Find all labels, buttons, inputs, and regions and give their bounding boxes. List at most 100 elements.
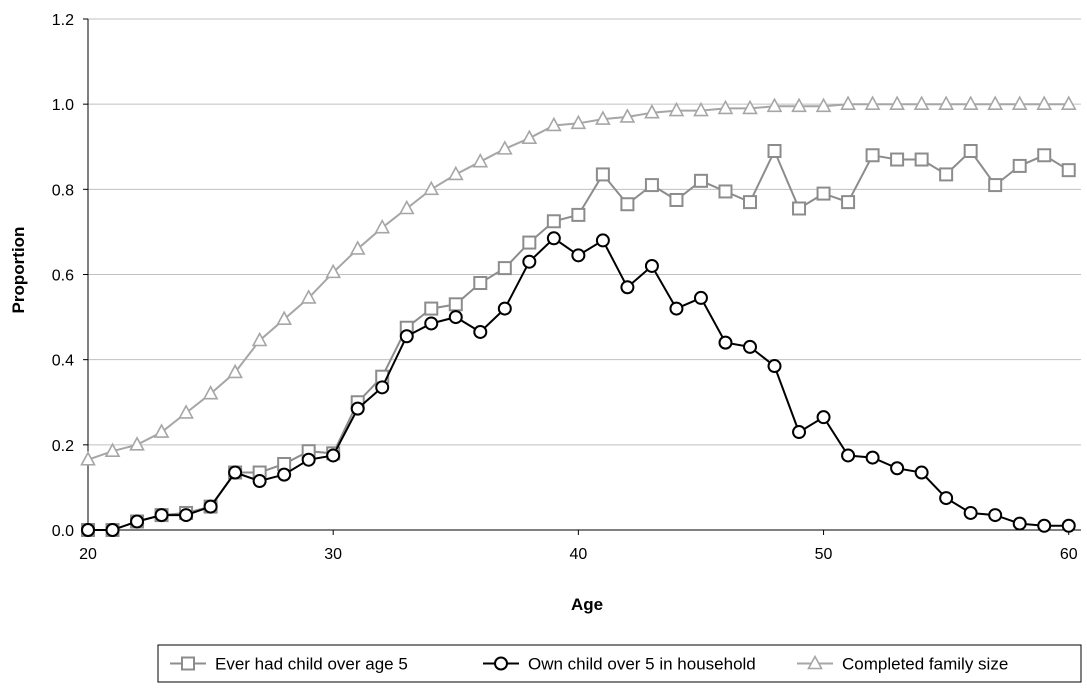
- data-point: [350, 401, 365, 416]
- x-tick-label: 30: [324, 546, 342, 563]
- data-point: [300, 289, 317, 304]
- data-point: [179, 508, 194, 523]
- y-axis-title: Proportion: [9, 227, 28, 314]
- data-point: [1060, 95, 1077, 110]
- data-point: [693, 101, 709, 117]
- legend-label: Ever had child over age 5: [215, 655, 408, 674]
- y-tick-label: 0.4: [52, 353, 74, 370]
- data-point: [473, 276, 488, 291]
- data-point: [644, 104, 660, 119]
- y-tick-label: 0.8: [52, 182, 74, 199]
- data-point: [1012, 158, 1027, 173]
- data-point: [497, 261, 512, 276]
- data-point: [326, 448, 341, 463]
- data-point: [349, 240, 366, 255]
- data-point: [939, 167, 954, 182]
- series-circle: [81, 231, 1076, 537]
- data-point: [743, 339, 757, 354]
- legend: Ever had child over age 5 Own child over …: [157, 644, 1082, 683]
- data-point: [767, 144, 782, 159]
- data-point: [766, 97, 783, 113]
- grid-lines: [88, 18, 1081, 446]
- legend-item: Ever had child over age 5: [170, 655, 408, 674]
- data-point: [178, 404, 194, 419]
- data-point: [815, 97, 832, 113]
- data-point: [522, 254, 537, 269]
- data-point: [496, 140, 513, 155]
- data-point: [595, 167, 610, 182]
- data-point: [398, 199, 415, 215]
- data-point: [399, 329, 414, 344]
- data-point: [743, 195, 757, 210]
- y-tick-label: 1.0: [52, 97, 74, 114]
- data-point: [472, 152, 489, 168]
- data-point: [988, 178, 1003, 193]
- data-point: [865, 450, 880, 465]
- legend-item: Own child over 5 in household: [483, 655, 756, 674]
- legend-label: Completed family size: [842, 655, 1008, 674]
- data-point: [424, 301, 439, 316]
- data-point: [963, 505, 978, 520]
- data-point: [792, 425, 807, 440]
- data-point: [1037, 518, 1052, 533]
- data-point: [129, 436, 145, 451]
- data-point: [718, 335, 733, 350]
- data-point: [154, 508, 169, 523]
- data-point: [840, 95, 856, 110]
- data-point: [644, 178, 659, 193]
- data-point: [619, 108, 636, 123]
- data-point: [669, 301, 684, 316]
- data-point: [301, 452, 316, 467]
- data-point: [1012, 516, 1027, 531]
- data-point: [1036, 95, 1053, 110]
- data-point: [81, 523, 95, 537]
- data-point: [644, 258, 659, 273]
- data-point: [939, 491, 954, 506]
- series-lines: [80, 95, 1077, 537]
- data-point: [841, 448, 856, 463]
- data-point: [546, 116, 562, 132]
- data-point: [620, 280, 635, 295]
- data-point: [890, 461, 905, 476]
- data-point: [497, 301, 512, 316]
- data-point: [570, 114, 587, 130]
- data-point: [693, 290, 708, 305]
- x-tick-label: 20: [79, 546, 97, 563]
- data-point: [889, 95, 905, 110]
- data-point: [521, 129, 538, 145]
- legend-marker: [181, 656, 195, 671]
- data-point: [718, 184, 733, 199]
- legend-label: Own child over 5 in household: [528, 655, 756, 674]
- data-point: [202, 385, 219, 400]
- y-tick-label: 1.2: [52, 12, 74, 29]
- data-point: [767, 359, 782, 374]
- series-square: [81, 144, 1076, 537]
- data-point: [546, 214, 561, 229]
- data-point: [423, 180, 440, 196]
- data-point: [841, 195, 856, 210]
- x-tick-label: 50: [815, 546, 833, 563]
- data-point: [252, 474, 267, 489]
- data-point: [668, 101, 685, 117]
- data-point: [791, 97, 807, 113]
- data-point: [1061, 518, 1076, 533]
- data-point: [203, 499, 218, 514]
- data-point: [571, 248, 586, 263]
- data-point: [962, 95, 979, 110]
- data-point: [375, 380, 390, 395]
- data-point: [522, 235, 537, 250]
- data-point: [448, 297, 463, 312]
- x-tick-label: 40: [569, 546, 587, 563]
- y-tick-label: 0.0: [52, 523, 74, 540]
- data-point: [80, 451, 96, 466]
- data-point: [914, 152, 929, 167]
- data-point: [276, 310, 292, 326]
- data-point: [1037, 148, 1052, 163]
- data-point: [816, 186, 831, 201]
- data-point: [447, 165, 464, 181]
- data-point: [424, 316, 439, 331]
- data-point: [865, 148, 880, 163]
- data-point: [473, 324, 488, 339]
- data-point: [277, 467, 292, 482]
- data-point: [1011, 95, 1028, 110]
